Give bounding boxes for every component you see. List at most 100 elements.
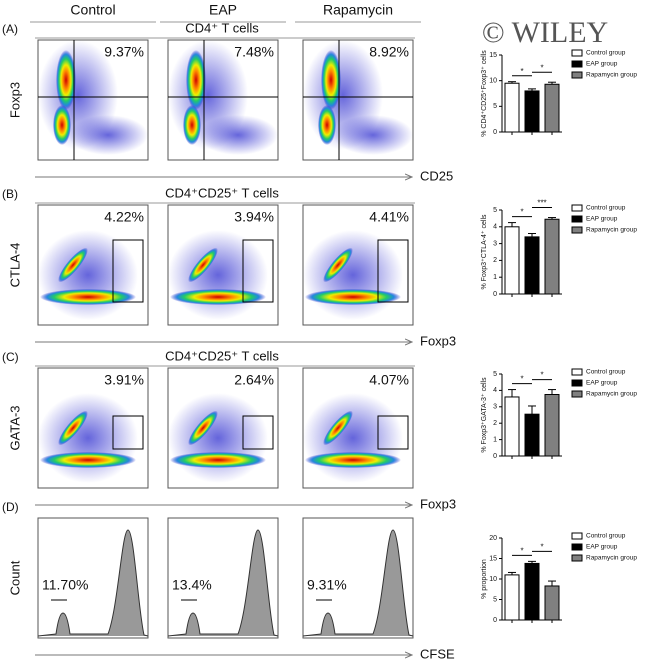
y-tick-label: 1 [493,436,497,443]
legend-label: Rapamycin group [586,72,637,79]
panel-label: (A) [2,22,18,36]
density-blob [323,410,353,446]
gate-percent: 8.92% [369,44,409,60]
density-blob [183,105,201,145]
legend-label: EAP group [586,380,618,387]
panel-label: (C) [2,350,19,364]
sig-mark: * [520,375,523,384]
histogram [302,529,414,637]
panel-title: CD4⁺ T cells [185,20,259,35]
density-haze [333,115,413,155]
legend-swatch [571,204,583,212]
gate-percent: 9.31% [307,577,347,593]
column-header: Rapamycin [323,2,393,18]
y-tick-label: 5 [493,371,497,378]
legend-label: Rapamycin group [586,391,637,398]
legend-label: EAP group [586,216,618,223]
density-blob [188,247,218,283]
y-tick-label: 0 [493,617,497,624]
density-blob [170,452,266,468]
x-axis-label: Foxp3 [420,333,456,348]
legend-label: Rapamycin group [586,227,637,234]
x-axis-label: Foxp3 [420,496,456,511]
legend-swatch [571,215,583,223]
density-blob [186,50,206,110]
density-blob [318,105,336,145]
gate-percent: 9.37% [104,44,144,60]
sig-mark: * [520,208,523,217]
y-axis-label: Foxp3 [7,82,22,118]
gate-percent: 4.07% [369,372,409,388]
y-tick-label: 5 [493,596,497,603]
legend-swatch [571,554,583,562]
gate [112,239,144,303]
gate [377,239,409,303]
y-tick-label: 3 [493,404,497,411]
y-tick-label: 20 [489,535,497,542]
y-tick-label: 10 [489,576,497,583]
sig-mark: * [540,542,543,551]
y-tick-label: 3 [493,240,497,247]
y-tick-label: 4 [493,387,497,394]
y-tick-label: 0 [493,453,497,460]
legend-label: Control group [586,369,626,376]
density-blob [305,452,401,468]
y-tick-label: 0 [493,291,497,298]
panel-label: (D) [2,500,19,514]
density-blob [321,50,341,110]
bar [504,226,520,295]
y-tick-label: 15 [489,52,497,59]
gate [242,415,274,450]
gate-percent: 4.41% [369,209,409,225]
legend-label: EAP group [586,544,618,551]
bar [524,90,540,133]
legend-label: Control group [586,205,626,212]
density-blob [305,289,401,305]
y-tick-label: 0 [493,129,497,136]
density-haze [38,230,138,320]
panel-label: (B) [2,187,18,201]
legend-swatch [571,60,583,68]
bar [544,394,560,457]
bar [504,82,520,133]
gate-percent: 13.4% [172,577,212,593]
sig-mark: * [520,67,523,76]
density-haze [168,393,268,483]
legend-swatch [571,532,583,540]
legend-swatch [571,390,583,398]
bar [524,562,540,621]
y-tick-label: 1 [493,274,497,281]
legend-swatch [571,71,583,79]
y-axis-label: CTLA-4 [7,243,22,288]
gate [242,239,274,303]
bar [504,396,520,457]
density-haze [38,393,138,483]
legend-swatch [571,543,583,551]
density-haze [168,230,268,320]
y-tick-label: 15 [489,555,497,562]
gate-percent: 7.48% [234,44,274,60]
histogram [167,529,279,637]
y-tick-label: 10 [489,78,497,85]
density-haze [68,115,148,155]
legend-swatch [571,368,583,376]
y-axis-label: % proportion [481,559,488,599]
bar [544,585,560,621]
y-axis-label: Count [7,560,22,595]
density-blob [323,247,353,283]
column-header: Control [70,2,115,18]
x-axis-label: CFSE [420,646,455,659]
gate-percent: 4.22% [104,209,144,225]
y-tick-label: 5 [493,103,497,110]
density-blob [170,289,266,305]
density-blob [188,410,218,446]
y-tick-label: 2 [493,257,497,264]
density-blob [40,289,136,305]
bar [524,413,540,457]
density-blob [58,247,88,283]
legend-label: Control group [586,533,626,540]
y-axis-label: % CD4⁺CD25⁺Foxp3⁺ cells [481,50,488,137]
gate-percent: 3.94% [234,209,274,225]
y-axis-label: % Foxp3⁺GATA-3⁺ cells [481,377,488,453]
